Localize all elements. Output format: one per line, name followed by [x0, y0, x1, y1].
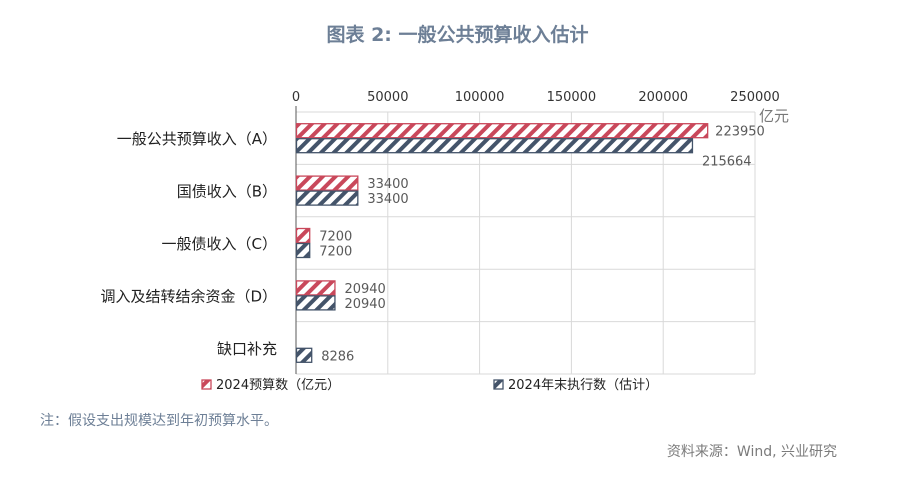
data-label: 7200	[319, 230, 352, 245]
bar-actual	[295, 190, 359, 206]
x-tick-label: 200000	[638, 90, 688, 105]
x-tick-label: 250000	[730, 90, 780, 105]
bar-actual	[295, 347, 313, 363]
x-tick-label: 50000	[367, 90, 408, 105]
data-label: 33400	[367, 177, 408, 192]
data-label: 20940	[344, 282, 385, 297]
bar-budget	[295, 227, 311, 244]
data-label: 215664	[702, 155, 752, 170]
data-label: 8286	[321, 349, 354, 364]
bar-actual	[295, 295, 336, 311]
axis-unit-label: 亿元	[759, 107, 789, 125]
source-note: 资料来源：Wind, 兴业研究	[666, 444, 837, 460]
category-label: 一般债收入（C）	[162, 235, 277, 253]
bar-budget	[295, 280, 336, 296]
x-tick-label: 0	[292, 90, 300, 105]
data-label: 33400	[367, 192, 408, 207]
footnote: 注：假设支出规模达到年初预算水平。	[40, 413, 278, 429]
bar-actual	[295, 138, 694, 154]
category-label: 国债收入（B）	[177, 183, 277, 201]
x-tick-label: 100000	[455, 90, 505, 105]
data-label: 20940	[344, 297, 385, 312]
category-label: 缺口补充	[217, 340, 277, 358]
legend-swatch	[493, 379, 504, 390]
bar-actual	[295, 242, 311, 259]
data-label: 7200	[319, 245, 352, 260]
legend-label: 2024年末执行数（估计）	[508, 378, 658, 393]
bar-budget	[295, 175, 359, 191]
x-tick-label: 150000	[547, 90, 597, 105]
category-label: 一般公共预算收入（A）	[117, 130, 277, 148]
chart-title: 图表 2: 一般公共预算收入估计	[326, 24, 589, 46]
category-label: 调入及结转结余资金（D）	[100, 287, 277, 305]
legend-swatch	[201, 379, 212, 390]
data-label: 223950	[715, 125, 765, 140]
bar-budget	[295, 123, 709, 139]
legend-label: 2024预算数（亿元）	[216, 378, 340, 393]
